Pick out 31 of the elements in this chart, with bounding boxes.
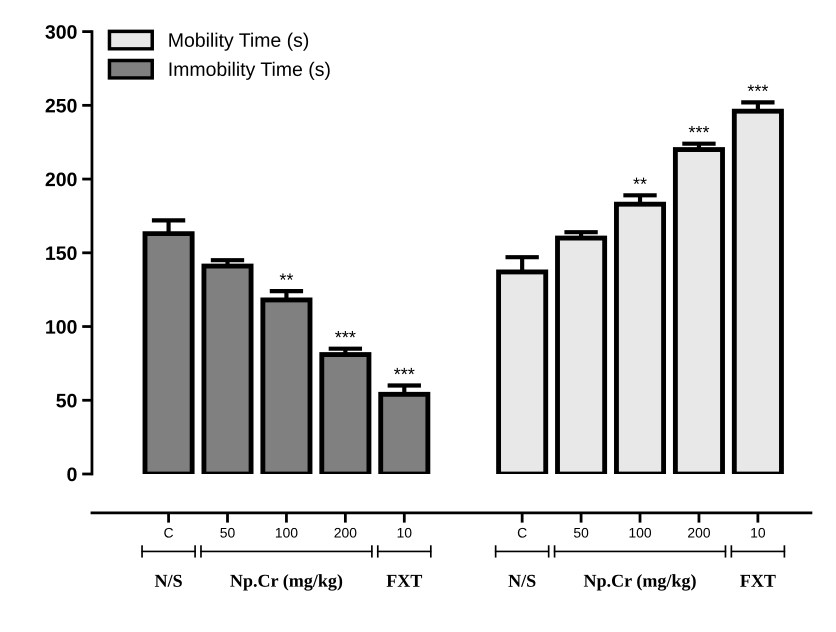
text: Np.Cr (mg/kg) bbox=[230, 574, 342, 591]
y-tick-label: 50 bbox=[56, 394, 77, 408]
x-tick-label: 200 bbox=[688, 528, 710, 538]
text: FXT bbox=[386, 574, 422, 587]
x-tick-label: 50 bbox=[574, 528, 588, 538]
data-label: *** bbox=[394, 368, 415, 374]
y-tick-label: 300 bbox=[45, 25, 77, 39]
data-label: *** bbox=[335, 331, 356, 338]
text: N/S bbox=[508, 574, 536, 587]
y-tick-label: 0 bbox=[67, 467, 77, 482]
x-tick-label: 10 bbox=[751, 528, 766, 538]
x-tick-label: C bbox=[164, 528, 174, 538]
data-label: ** bbox=[633, 178, 647, 184]
x-tick-label: 200 bbox=[334, 528, 356, 538]
data-label: *** bbox=[688, 126, 710, 132]
data-label: ** bbox=[280, 274, 294, 280]
y-tick-label: 200 bbox=[46, 172, 77, 186]
x-tick-label: C bbox=[518, 528, 527, 538]
legend-label: Mobility Time (s) bbox=[169, 32, 308, 51]
text: Np.Cr (mg/kg) bbox=[584, 574, 696, 591]
y-tick-label: 150 bbox=[46, 246, 77, 260]
y-tick-label: 100 bbox=[46, 320, 77, 334]
text: FXT bbox=[740, 574, 776, 587]
text: N/S bbox=[154, 574, 182, 587]
x-tick-label: 50 bbox=[220, 528, 235, 538]
x-tick-label: 100 bbox=[629, 528, 652, 538]
legend-label: Immobility Time (s) bbox=[170, 62, 330, 80]
data-label: *** bbox=[748, 84, 768, 92]
y-tick-label: 250 bbox=[46, 98, 77, 113]
x-tick-label: 10 bbox=[398, 528, 412, 538]
x-tick-label: 100 bbox=[276, 528, 298, 538]
